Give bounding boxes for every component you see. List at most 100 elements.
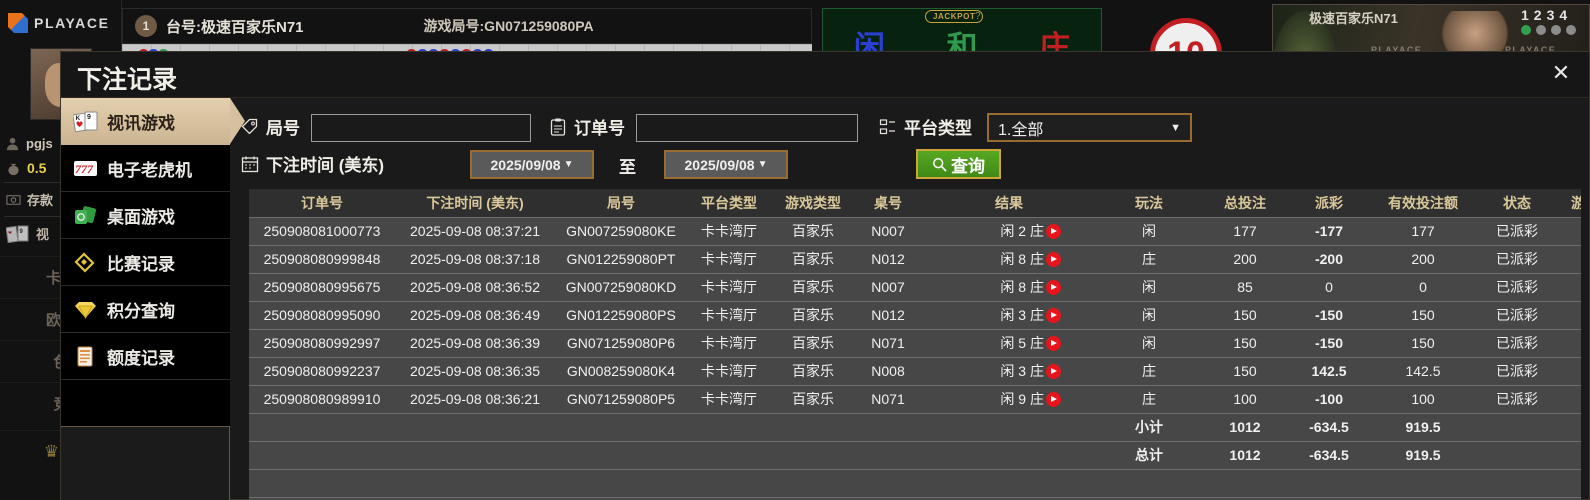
bet-time-cell: 2025-09-08 08:36:35 — [395, 357, 555, 386]
table-row[interactable]: 250908080992237 2025-09-08 08:36:35 GN0082… — [249, 357, 1581, 386]
total-bet-cell: 177 — [1201, 217, 1289, 246]
col-game-type[interactable]: 游戏类型 — [771, 189, 855, 218]
table-row[interactable]: 250908080989910 2025-09-08 08:36:21 GN0712… — [249, 385, 1581, 414]
clipboard-icon — [550, 118, 566, 136]
play-video-icon[interactable] — [1046, 307, 1061, 323]
game-type-cell: 百家乐 — [771, 217, 855, 246]
col-status[interactable]: 状态 — [1477, 189, 1557, 218]
payout-cell: 142.5 — [1289, 357, 1369, 386]
document-icon — [73, 345, 98, 368]
records-table-body: 250908081000773 2025-09-08 08:37:21 GN0072… — [249, 217, 1581, 500]
bet-time-cell: 2025-09-08 08:37:18 — [395, 245, 555, 274]
col-play-type[interactable]: 玩法 — [1097, 189, 1201, 218]
round-number-label: 局号 — [241, 114, 300, 139]
empty-cell — [1201, 497, 1289, 500]
sidebar-item-points-query[interactable]: 积分查询 — [61, 286, 230, 333]
col-valid-bet[interactable]: 有效投注额 — [1369, 189, 1477, 218]
table-row[interactable]: 250908080999848 2025-09-08 08:37:18 GN0122… — [249, 245, 1581, 274]
search-button[interactable]: 查询 — [916, 149, 1001, 179]
status-cell: 已派彩 — [1477, 245, 1557, 274]
sidebar-item-video-games[interactable]: 9 K 视讯游戏 — [61, 98, 245, 145]
platform-type-select[interactable]: 1.全部 ▼ — [987, 113, 1192, 142]
empty-cell — [687, 497, 771, 500]
sidebar-item-match-records[interactable]: 比赛记录 — [61, 239, 230, 286]
summary-blank-cell — [1477, 413, 1557, 442]
game-mode-cell: 多台 — [1557, 301, 1581, 330]
empty-cell — [395, 469, 555, 498]
ticket-icon — [73, 251, 98, 274]
video-games-row[interactable]: 9 视 — [6, 224, 49, 243]
play-video-icon[interactable] — [1046, 223, 1061, 239]
diamond-icon — [73, 298, 98, 321]
table-row[interactable]: 250908080995090 2025-09-08 08:36:49 GN0122… — [249, 301, 1581, 330]
summary-payout-cell: -634.5 — [1289, 441, 1369, 470]
platform-type-cell: 卡卡湾厅 — [687, 301, 771, 330]
table-number-cell: N007 — [855, 217, 921, 246]
sidebar-item-slots[interactable]: 777 电子老虎机 — [61, 145, 230, 192]
trophy-icon: ♛ — [43, 441, 60, 461]
play-video-icon[interactable] — [1046, 279, 1061, 295]
summary-blank-cell — [855, 441, 921, 470]
col-total-bet[interactable]: 总投注 — [1201, 189, 1289, 218]
round-number-cell: GN012259080PS — [555, 301, 687, 330]
table-row[interactable]: 250908081000773 2025-09-08 08:37:21 GN0072… — [249, 217, 1581, 246]
order-number-input[interactable] — [636, 114, 858, 142]
date-from-picker[interactable]: 2025/09/08 ▼ — [470, 150, 594, 179]
result-cell: 闲 3 庄 6 — [921, 301, 1097, 330]
deposit-row[interactable]: 存款 — [6, 190, 53, 209]
game-mode-cell: 多台 — [1557, 245, 1581, 274]
summary-blank-cell — [555, 413, 687, 442]
playing-cards-icon: 9 K — [72, 110, 98, 133]
bet-time-cell: 2025-09-08 08:36:21 — [395, 385, 555, 414]
table-row[interactable]: 250908080995675 2025-09-08 08:36:52 GN0072… — [249, 273, 1581, 302]
table-number-cell: N008 — [855, 357, 921, 386]
game-round-number: 游戏局号:GN071259080PA — [423, 18, 594, 34]
col-platform-type[interactable]: 平台类型 — [687, 189, 771, 218]
chevron-down-icon: ▼ — [563, 159, 574, 170]
records-table-wrapper[interactable]: 订单号 下注时间 (美东) 局号 平台类型 游戏类型 桌号 结果 玩法 总投注 … — [249, 189, 1581, 500]
table-row[interactable]: 250908080992997 2025-09-08 08:36:39 GN0712… — [249, 329, 1581, 358]
round-number-input[interactable] — [311, 114, 531, 142]
play-type-cell: 闲 — [1097, 217, 1201, 246]
play-video-icon[interactable] — [1046, 335, 1061, 351]
username-text: pgjs — [26, 136, 53, 151]
game-mode-cell: 多台 — [1557, 357, 1581, 386]
seat-number: 4 — [1559, 7, 1568, 23]
watermark: PLAYACE — [1371, 45, 1423, 55]
col-payout[interactable]: 派彩 — [1289, 189, 1369, 218]
close-icon[interactable]: ✕ — [1551, 61, 1571, 86]
col-game-mode[interactable]: 游戏模式 — [1557, 189, 1581, 218]
bet-time-cell: 2025-09-08 08:36:52 — [395, 273, 555, 302]
col-result[interactable]: 结果 — [921, 189, 1097, 218]
game-type-cell: 百家乐 — [771, 357, 855, 386]
sidebar-item-label: 桌面游戏 — [107, 207, 175, 227]
valid-bet-cell: 100 — [1369, 385, 1477, 414]
date-to-picker[interactable]: 2025/09/08 ▼ — [664, 150, 788, 179]
table-number-cell: N007 — [855, 273, 921, 302]
summary-blank-cell — [395, 413, 555, 442]
col-order-number[interactable]: 订单号 — [249, 189, 395, 218]
play-video-icon[interactable] — [1046, 363, 1061, 379]
jackpot-help-icon[interactable]: ? — [975, 11, 981, 22]
sidebar-item-table-games[interactable]: 桌面游戏 — [61, 192, 230, 239]
col-round-number[interactable]: 局号 — [555, 189, 687, 218]
payout-cell: 0 — [1289, 273, 1369, 302]
platform-type-cell: 卡卡湾厅 — [687, 273, 771, 302]
seat-indicators: 1 2 3 4 — [1521, 7, 1581, 35]
summary-blank-cell — [249, 441, 395, 470]
total-bet-cell: 200 — [1201, 245, 1289, 274]
modal-titlebar: 下注记录 ✕ — [61, 52, 1589, 98]
sidebar-item-label: 积分查询 — [107, 301, 175, 321]
payout-cell: -200 — [1289, 245, 1369, 274]
empty-cell — [771, 497, 855, 500]
sidebar-item-credit-records[interactable]: 额度记录 — [61, 333, 230, 380]
col-table-number[interactable]: 桌号 — [855, 189, 921, 218]
play-video-icon[interactable] — [1046, 391, 1061, 407]
brand-logo: PLAYACE — [0, 8, 122, 38]
total-bet-cell: 100 — [1201, 385, 1289, 414]
round-number-cell: GN007259080KD — [555, 273, 687, 302]
table-games-icon — [73, 204, 98, 227]
play-video-icon[interactable] — [1046, 251, 1061, 267]
col-bet-time[interactable]: 下注时间 (美东) — [395, 189, 555, 218]
